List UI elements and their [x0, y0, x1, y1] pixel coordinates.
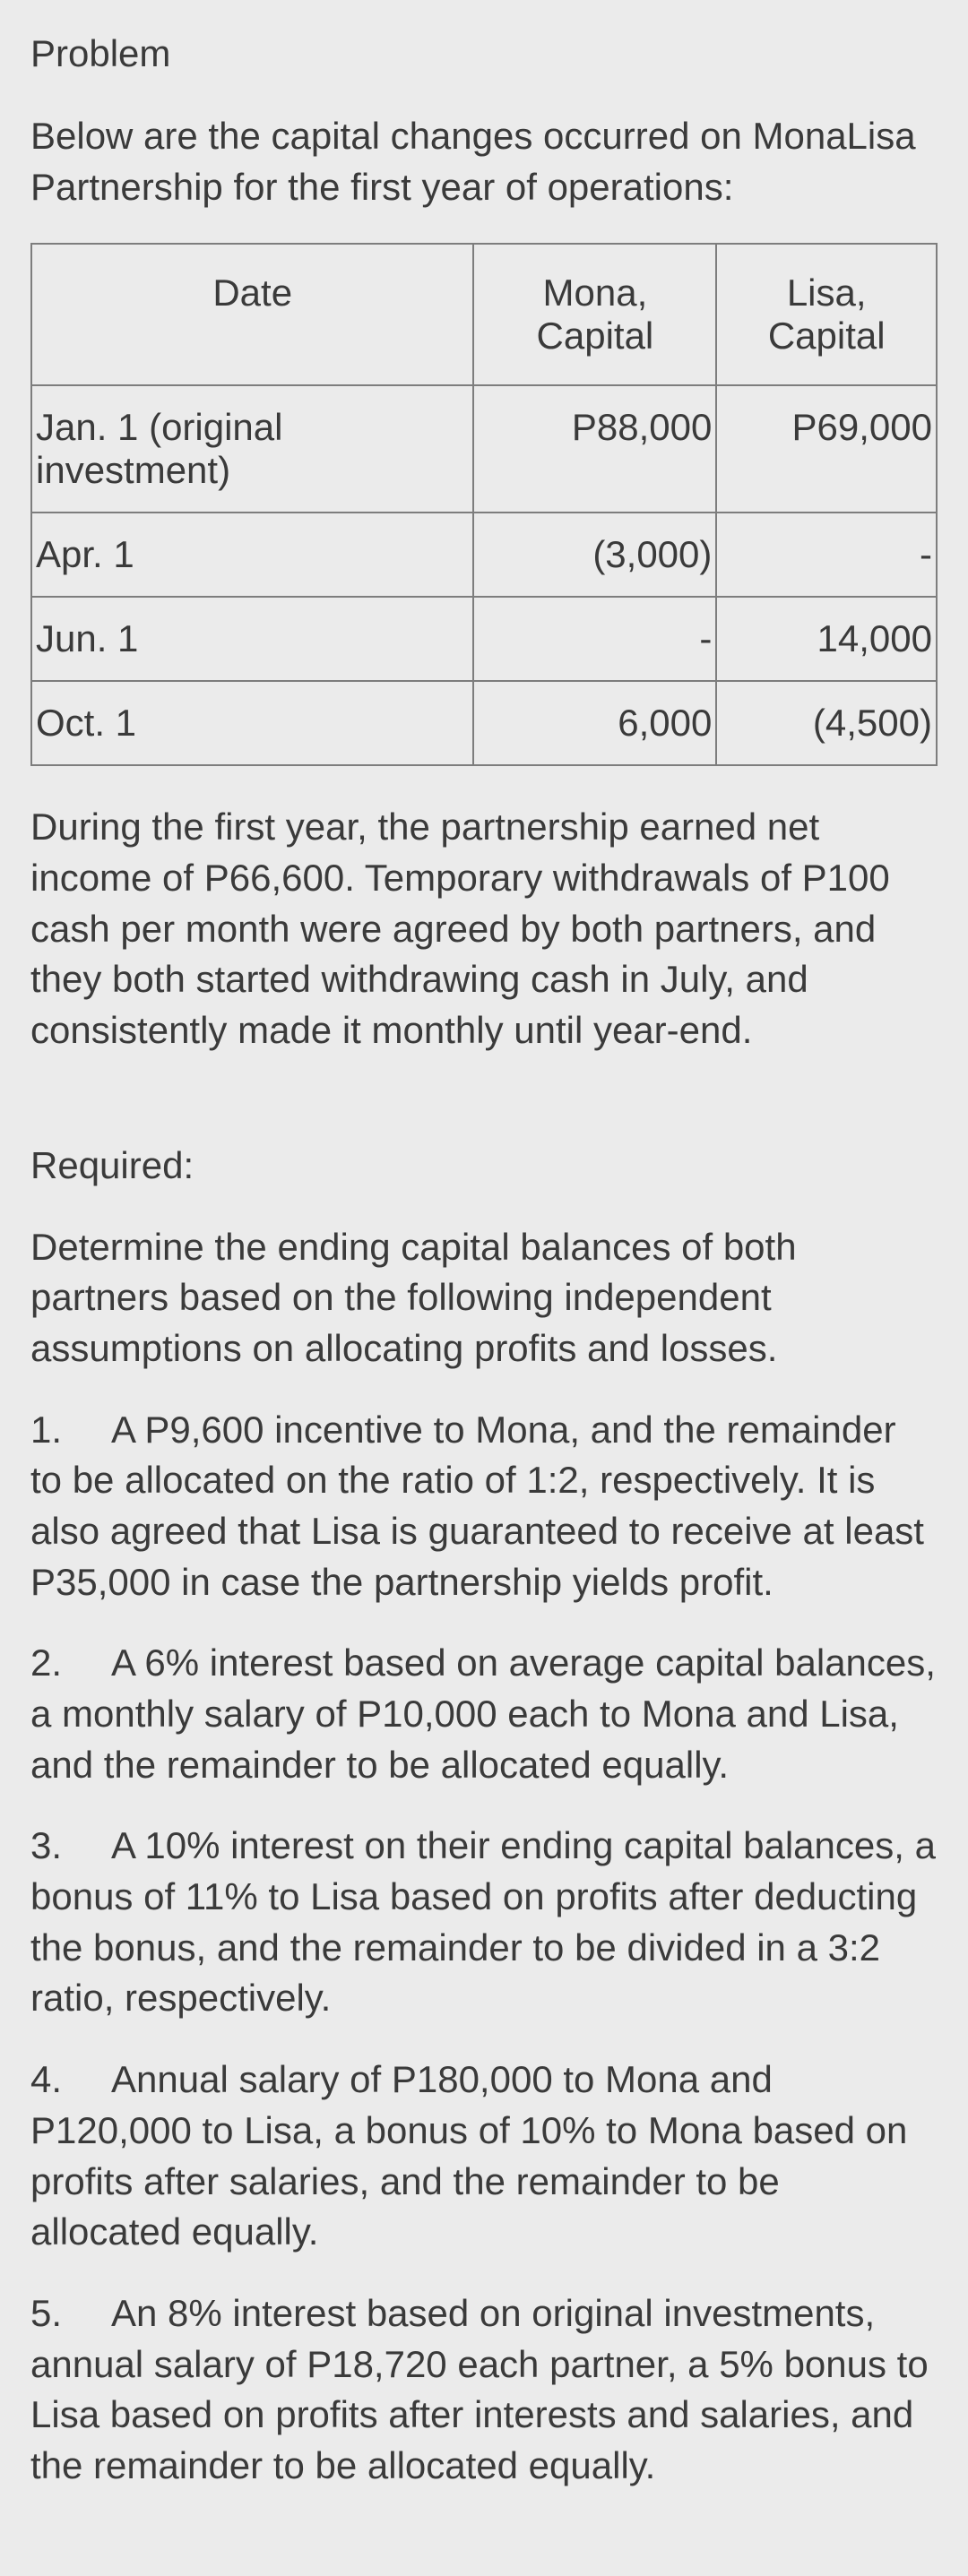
- table-row: Jun. 1 - 14,000: [31, 597, 937, 681]
- cell-lisa: (4,500): [716, 681, 937, 765]
- item-number: 3.: [30, 1821, 111, 1872]
- item-text: Annual salary of P180,000 to Mona and P1…: [30, 2058, 907, 2253]
- cell-mona: (3,000): [473, 513, 716, 597]
- cell-lisa: 14,000: [716, 597, 937, 681]
- after-table-paragraph: During the first year, the partnership e…: [30, 802, 938, 1055]
- cell-date: Oct. 1: [31, 681, 473, 765]
- col-date: Date: [31, 244, 473, 385]
- list-item: 2.A 6% interest based on average capital…: [30, 1638, 938, 1790]
- cell-lisa: -: [716, 513, 937, 597]
- cell-mona: -: [473, 597, 716, 681]
- capital-table: Date Mona, Capital Lisa, Capital Jan. 1 …: [30, 243, 938, 766]
- list-item: 3.A 10% interest on their ending capital…: [30, 1821, 938, 2024]
- table-row: Jan. 1 (original investment) P88,000 P69…: [31, 385, 937, 513]
- item-number: 2.: [30, 1638, 111, 1689]
- cell-mona: 6,000: [473, 681, 716, 765]
- item-text: A 10% interest on their ending capital b…: [30, 1824, 936, 2019]
- required-label: Required:: [30, 1141, 938, 1192]
- cell-date: Apr. 1: [31, 513, 473, 597]
- col-lisa: Lisa, Capital: [716, 244, 937, 385]
- col-mona: Mona, Capital: [473, 244, 716, 385]
- item-number: 4.: [30, 2055, 111, 2106]
- intro-paragraph: Below are the capital changes occurred o…: [30, 111, 938, 212]
- table-row: Apr. 1 (3,000) -: [31, 513, 937, 597]
- document-page: Problem Below are the capital changes oc…: [0, 0, 968, 2576]
- table-header-row: Date Mona, Capital Lisa, Capital: [31, 244, 937, 385]
- cell-date: Jan. 1 (original investment): [31, 385, 473, 513]
- item-text: A 6% interest based on average capital b…: [30, 1641, 936, 1785]
- cell-date: Jun. 1: [31, 597, 473, 681]
- item-text: An 8% interest based on original investm…: [30, 2292, 929, 2486]
- table-row: Oct. 1 6,000 (4,500): [31, 681, 937, 765]
- required-intro: Determine the ending capital balances of…: [30, 1222, 938, 1374]
- problem-title: Problem: [30, 32, 938, 75]
- cell-lisa: P69,000: [716, 385, 937, 513]
- item-text: A P9,600 incentive to Mona, and the rema…: [30, 1409, 924, 1603]
- list-item: 5.An 8% interest based on original inves…: [30, 2288, 938, 2492]
- cell-mona: P88,000: [473, 385, 716, 513]
- item-number: 1.: [30, 1405, 111, 1456]
- list-item: 4.Annual salary of P180,000 to Mona and …: [30, 2055, 938, 2258]
- list-item: 1.A P9,600 incentive to Mona, and the re…: [30, 1405, 938, 1608]
- item-number: 5.: [30, 2288, 111, 2339]
